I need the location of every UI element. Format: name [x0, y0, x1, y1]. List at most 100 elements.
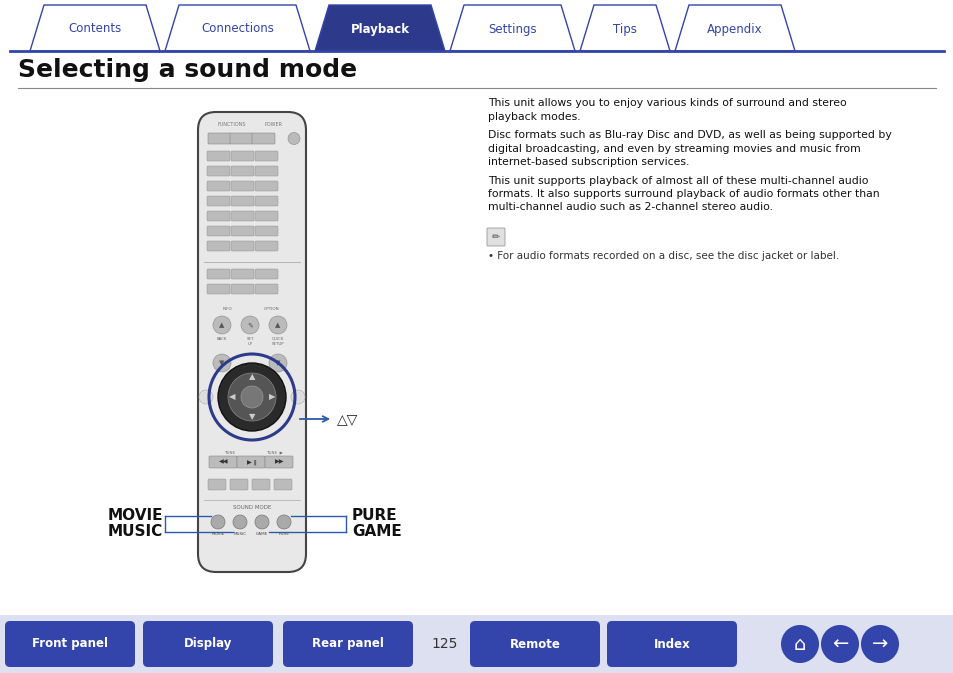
Text: QUICK
SETUP: QUICK SETUP [272, 337, 284, 346]
Text: GAME: GAME [352, 524, 401, 540]
FancyBboxPatch shape [231, 181, 253, 191]
Polygon shape [165, 5, 310, 51]
FancyBboxPatch shape [231, 226, 253, 236]
Text: ▼: ▼ [275, 360, 280, 366]
FancyBboxPatch shape [231, 166, 253, 176]
Text: Playback: Playback [350, 22, 409, 36]
FancyBboxPatch shape [254, 226, 277, 236]
Text: SET
UP: SET UP [246, 337, 253, 346]
FancyBboxPatch shape [254, 196, 277, 206]
Text: Selecting a sound mode: Selecting a sound mode [18, 58, 356, 82]
Circle shape [269, 316, 287, 334]
FancyBboxPatch shape [230, 133, 253, 144]
Text: ▼: ▼ [249, 413, 255, 421]
FancyBboxPatch shape [230, 479, 248, 490]
Circle shape [213, 316, 231, 334]
FancyBboxPatch shape [486, 228, 504, 246]
FancyBboxPatch shape [470, 621, 599, 667]
Circle shape [233, 515, 247, 529]
Text: 125: 125 [432, 637, 457, 651]
Text: • For audio formats recorded on a disc, see the disc jacket or label.: • For audio formats recorded on a disc, … [488, 251, 839, 261]
FancyBboxPatch shape [231, 151, 253, 161]
FancyBboxPatch shape [254, 269, 277, 279]
Text: This unit supports playback of almost all of these multi-channel audio: This unit supports playback of almost al… [488, 176, 867, 186]
Bar [0, 615, 953, 673]
Text: INFO: INFO [223, 307, 233, 311]
Text: PURE: PURE [352, 509, 397, 524]
Polygon shape [314, 5, 444, 51]
Text: TUNE: TUNE [224, 451, 235, 455]
FancyBboxPatch shape [207, 241, 230, 251]
Text: SOUND MODE: SOUND MODE [233, 505, 271, 510]
FancyBboxPatch shape [208, 479, 226, 490]
FancyBboxPatch shape [143, 621, 273, 667]
Circle shape [291, 390, 305, 404]
Text: Index: Index [653, 637, 690, 651]
FancyBboxPatch shape [5, 621, 135, 667]
Text: →: → [871, 635, 887, 653]
Circle shape [211, 515, 225, 529]
Text: This unit allows you to enjoy various kinds of surround and stereo: This unit allows you to enjoy various ki… [488, 98, 846, 108]
Text: GAME: GAME [255, 532, 268, 536]
Text: OPTION: OPTION [264, 307, 279, 311]
Text: ▶ ‖: ▶ ‖ [247, 459, 256, 465]
Text: MOVIE: MOVIE [108, 509, 163, 524]
Circle shape [288, 133, 299, 145]
FancyBboxPatch shape [236, 456, 265, 468]
Circle shape [276, 515, 291, 529]
Text: digital broadcasting, and even by streaming movies and music from: digital broadcasting, and even by stream… [488, 143, 860, 153]
Text: POWER: POWER [265, 122, 283, 127]
Text: formats. It also supports surround playback of audio formats other than: formats. It also supports surround playb… [488, 189, 879, 199]
Circle shape [199, 390, 213, 404]
Polygon shape [450, 5, 575, 51]
Polygon shape [675, 5, 794, 51]
FancyBboxPatch shape [254, 181, 277, 191]
Text: Front panel: Front panel [32, 637, 108, 651]
Text: ✏: ✏ [492, 232, 499, 242]
Text: Display: Display [184, 637, 232, 651]
Text: ▲: ▲ [275, 322, 280, 328]
FancyBboxPatch shape [207, 211, 230, 221]
FancyBboxPatch shape [231, 196, 253, 206]
Text: ⌂: ⌂ [793, 635, 805, 653]
FancyBboxPatch shape [198, 112, 306, 572]
FancyBboxPatch shape [252, 133, 274, 144]
Circle shape [781, 625, 818, 663]
Text: playback modes.: playback modes. [488, 112, 580, 122]
Text: ▲: ▲ [249, 372, 255, 382]
FancyBboxPatch shape [208, 133, 231, 144]
Text: Remote: Remote [509, 637, 559, 651]
Text: Tips: Tips [613, 22, 637, 36]
Circle shape [228, 373, 275, 421]
Circle shape [241, 386, 263, 408]
Text: ←: ← [831, 635, 847, 653]
Text: Rear panel: Rear panel [312, 637, 383, 651]
FancyBboxPatch shape [252, 479, 270, 490]
Text: ▶: ▶ [269, 392, 275, 402]
Text: MUSIC: MUSIC [233, 532, 246, 536]
Text: multi-channel audio such as 2-channel stereo audio.: multi-channel audio such as 2-channel st… [488, 203, 772, 213]
FancyBboxPatch shape [207, 269, 230, 279]
Text: MUSIC: MUSIC [108, 524, 163, 540]
FancyBboxPatch shape [254, 284, 277, 294]
Circle shape [254, 515, 269, 529]
Text: ▲: ▲ [219, 322, 225, 328]
Text: Contents: Contents [69, 22, 121, 36]
Text: PURE: PURE [278, 532, 289, 536]
FancyBboxPatch shape [231, 241, 253, 251]
Text: ◀◀: ◀◀ [219, 460, 229, 464]
FancyBboxPatch shape [207, 226, 230, 236]
FancyBboxPatch shape [207, 284, 230, 294]
Text: ▶▶: ▶▶ [275, 460, 284, 464]
Circle shape [269, 354, 287, 372]
Text: Disc formats such as Blu-ray Disc and DVD, as well as being supported by: Disc formats such as Blu-ray Disc and DV… [488, 130, 891, 140]
Text: ◀: ◀ [229, 392, 235, 402]
FancyBboxPatch shape [254, 151, 277, 161]
Text: ✎: ✎ [247, 322, 253, 328]
FancyBboxPatch shape [231, 269, 253, 279]
Text: △▽: △▽ [336, 412, 358, 426]
Text: TUNE  ▶: TUNE ▶ [265, 451, 282, 455]
Circle shape [241, 316, 258, 334]
Circle shape [861, 625, 898, 663]
FancyBboxPatch shape [231, 284, 253, 294]
